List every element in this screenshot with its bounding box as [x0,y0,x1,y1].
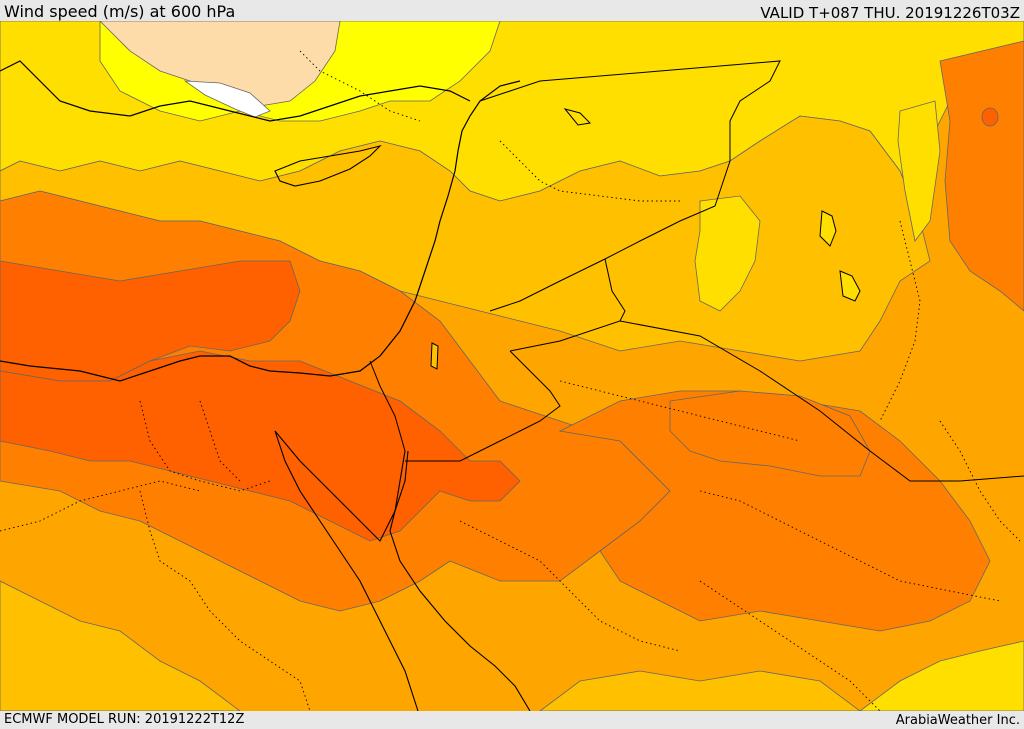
internal-boundaries [0,50,1021,711]
wind-zone-white [183,80,271,118]
mediterranean-coastline [0,80,521,382]
valid-time: VALID T+087 THU. 20191226T03Z [760,4,1020,22]
header-bar [0,0,1024,21]
lake-assad [563,108,592,126]
wind-zone-red-blob [981,107,999,127]
lake-tharthar [819,210,837,247]
wind-zone-yellow-south [859,640,1024,711]
border-syria-iraq [479,60,781,312]
wind-speed-map [0,21,1024,711]
footer-bar [0,711,1024,729]
turkey-coastline [0,60,471,122]
border-iraq-saudi [509,258,1024,482]
map-title: Wind speed (m/s) at 600 hPa [4,2,236,21]
red-sea-coast-west [274,430,419,711]
border-jordan-saudi [405,350,561,462]
wind-zone-amber-south [0,580,241,711]
lake-habbaniyah [839,270,861,302]
wind-zone-amber-south-east [539,670,861,711]
wind-zone-yellow-east-2 [897,100,941,242]
border-egypt-israel [369,360,406,452]
credit: ArabiaWeather Inc. [895,713,1020,728]
dead-sea [430,342,439,370]
gulf-of-suez [274,430,409,542]
model-run: ECMWF MODEL RUN: 20191222T12Z [4,712,245,727]
cyprus-coastline [274,144,382,187]
wind-zone-orange-east [939,40,1024,312]
red-sea-coast-east [389,450,531,711]
wind-zone-yellow-east [694,195,761,312]
